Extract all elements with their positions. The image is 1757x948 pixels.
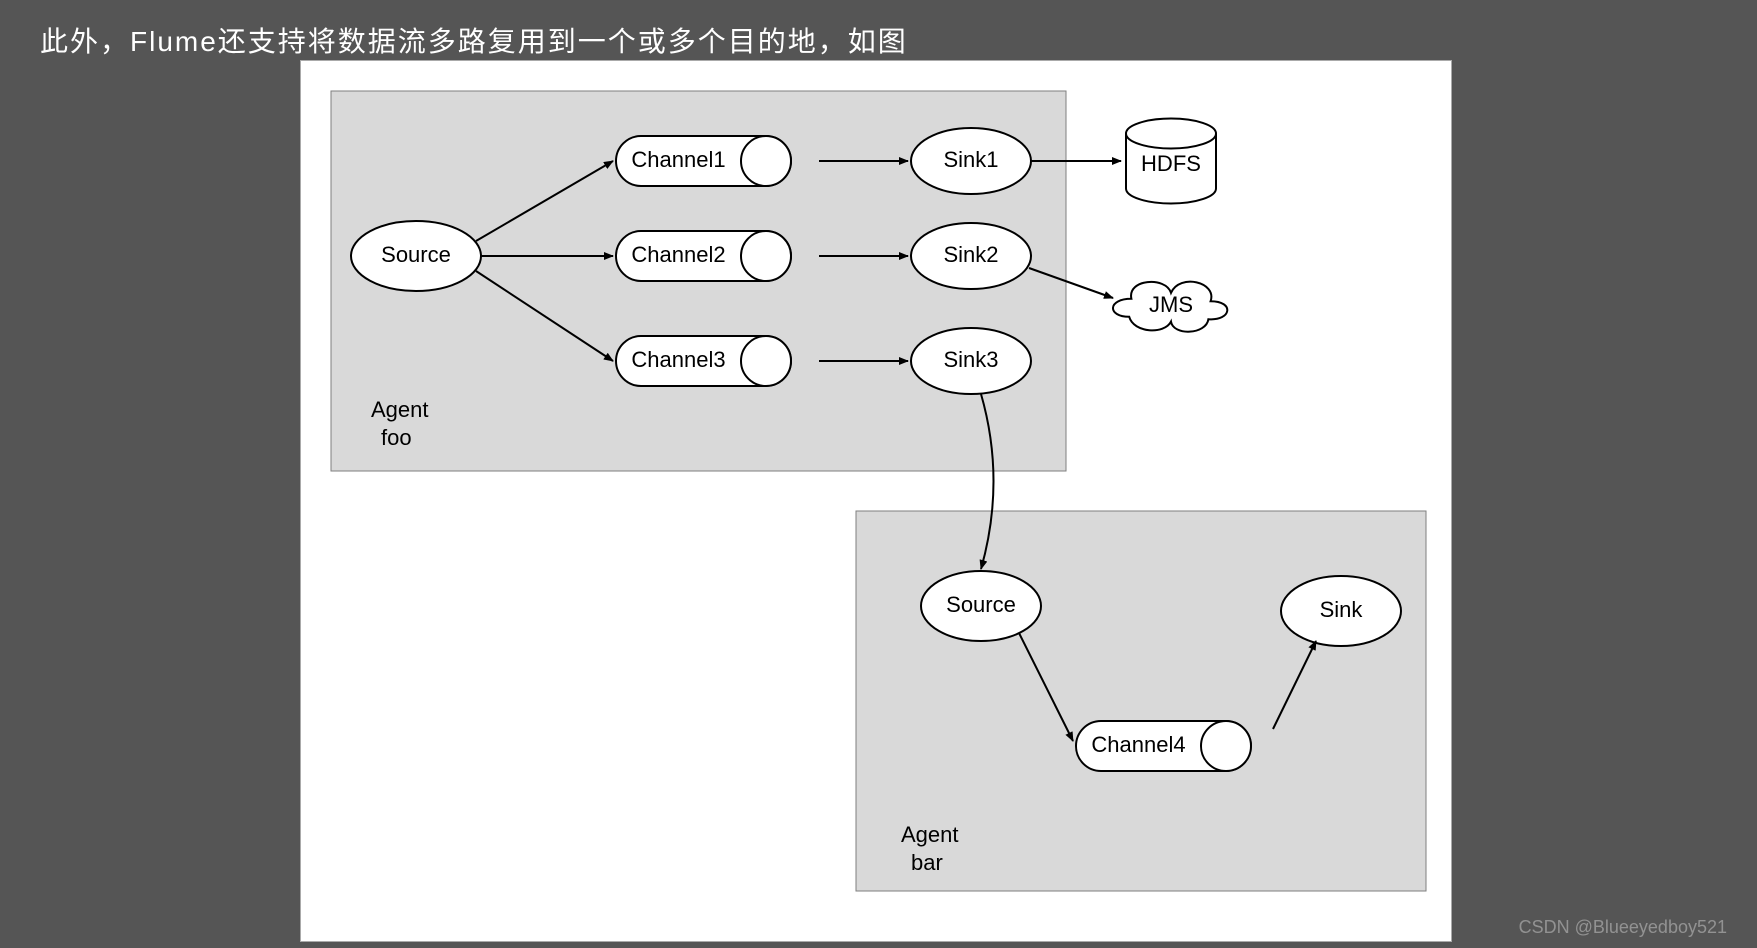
diagram-label: HDFS <box>1141 151 1201 176</box>
diagram-label: JMS <box>1149 292 1193 317</box>
diagram-label: Source <box>381 242 451 267</box>
channel-cap-ch3 <box>741 336 791 386</box>
diagram-label: Agent <box>901 822 959 847</box>
diagram-label: Sink1 <box>943 147 998 172</box>
cylinder-top-hdfs <box>1126 119 1216 149</box>
diagram-label: Channel1 <box>631 147 725 172</box>
diagram-canvas: Agent foo Agent bar Source Sink1 Sink2 Sink3 Sou… <box>300 60 1452 942</box>
diagram-label: foo <box>381 425 412 450</box>
credit-watermark: CSDN @Blueeyedboy521 <box>1519 917 1727 938</box>
channel-cap-ch2 <box>741 231 791 281</box>
flowchart-svg: Agent foo Agent bar Source Sink1 Sink2 Sink3 Sou… <box>301 61 1451 941</box>
diagram-label: bar <box>911 850 943 875</box>
diagram-label: Channel2 <box>631 242 725 267</box>
diagram-label: Channel3 <box>631 347 725 372</box>
channel-cap-ch1 <box>741 136 791 186</box>
diagram-label: Agent <box>371 397 429 422</box>
channel-cap-ch4 <box>1201 721 1251 771</box>
caption-text: 此外，Flume还支持将数据流多路复用到一个或多个目的地，如图 <box>40 20 908 60</box>
diagram-label: Sink <box>1320 597 1364 622</box>
diagram-label: Sink3 <box>943 347 998 372</box>
diagram-label: Sink2 <box>943 242 998 267</box>
diagram-label: Channel4 <box>1091 732 1185 757</box>
diagram-label: Source <box>946 592 1016 617</box>
